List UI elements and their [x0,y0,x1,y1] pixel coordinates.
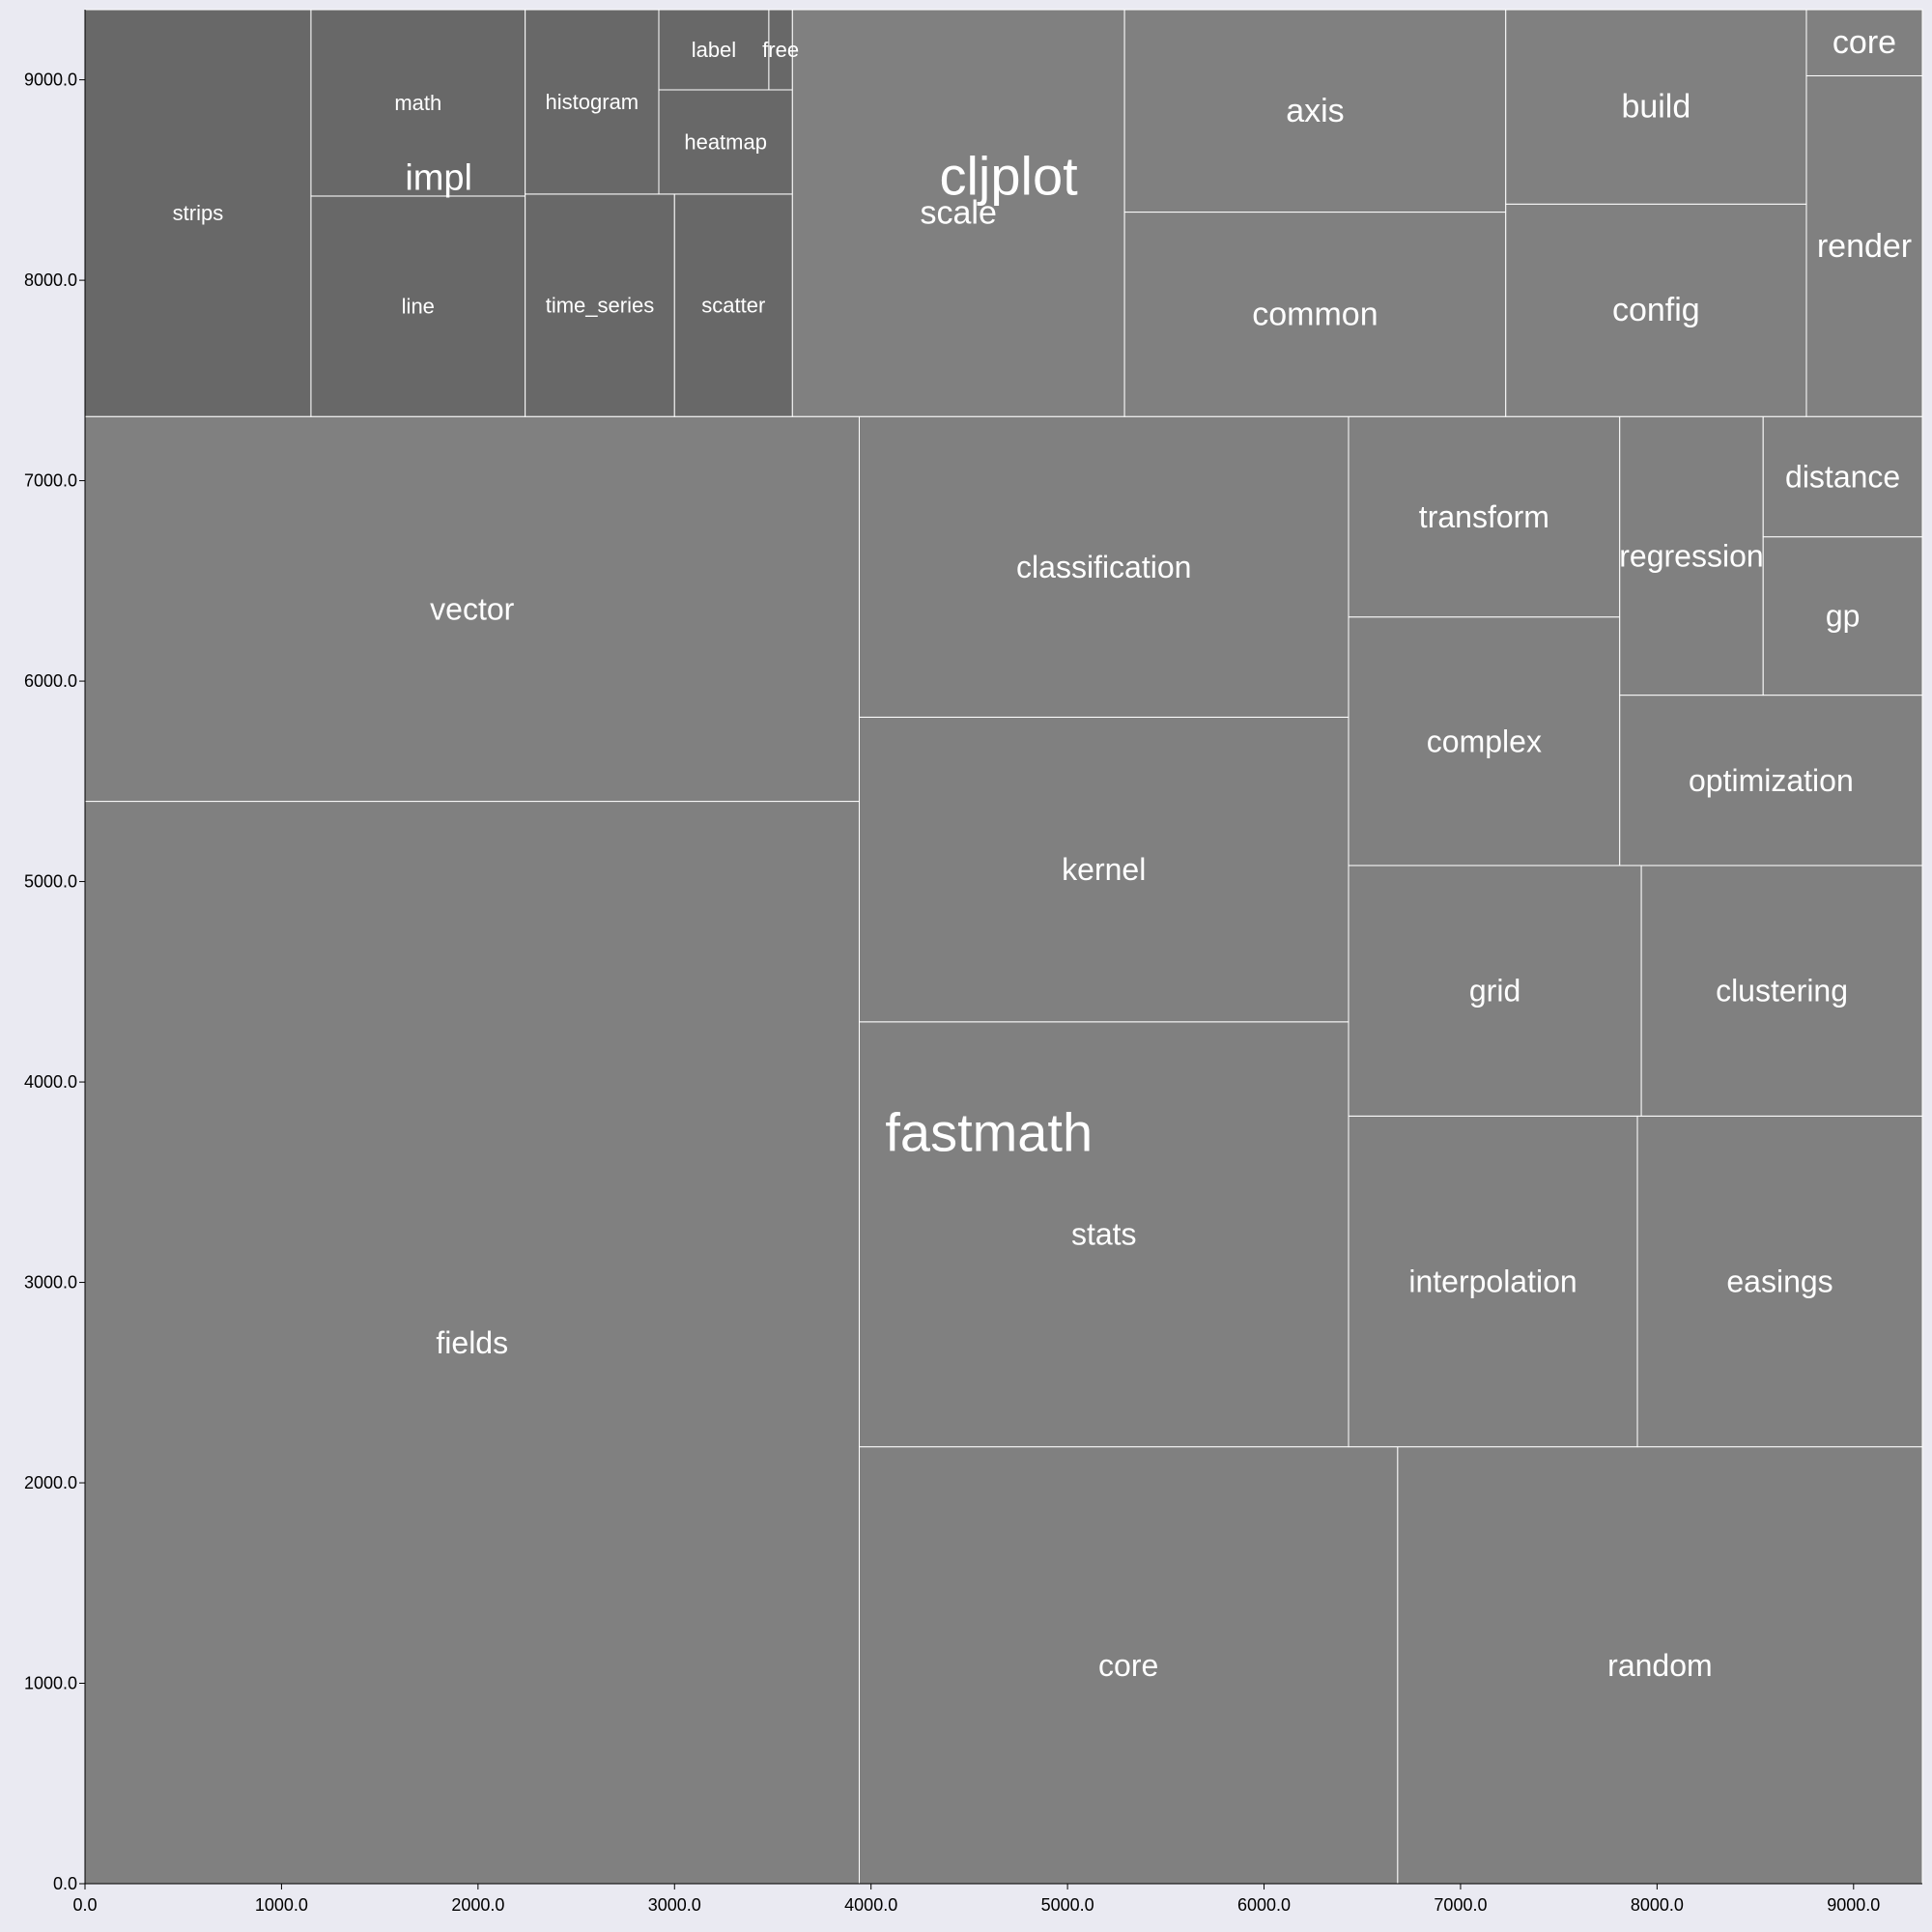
cell-label-impl-heatmap: heatmap [684,129,767,154]
cell-label-fastmath-gp: gp [1826,599,1861,634]
cell-fastmath-vector [84,415,860,803]
cell-label-fastmath-optimization: optimization [1689,763,1854,798]
cell-label-cljplot-build: build [1621,89,1690,126]
cell-impl-line [310,195,526,417]
cell-label-fastmath-grid: grid [1469,974,1520,1009]
treemap-cell-labels: fields vector core random stats kernel classif… [173,24,1912,1683]
cell-label-cljplot-render: render [1817,228,1912,265]
cell-label-cljplot-core: core [1833,24,1896,61]
cell-fastmath-distance [1762,415,1923,538]
cell-fastmath-complex [1348,616,1621,867]
cell-label-impl-time_series: time_series [546,294,654,318]
cell-label-fastmath-core: core [1098,1648,1158,1683]
cell-label-impl-line: line [402,295,435,319]
group-label-cljplot: cljplot [939,146,1078,207]
cell-impl-time_series [525,193,675,417]
cell-label-fastmath-regression: regression [1619,538,1763,573]
y-tick-label: 6000.0 [24,671,77,691]
cell-cljplot-config [1505,203,1807,417]
cell-label-cljplot-config: config [1612,292,1700,328]
y-tick-label: 9000.0 [24,71,77,90]
cell-fastmath-transform [1348,415,1621,618]
cell-label-fastmath-easings: easings [1726,1264,1833,1299]
cell-label-impl-label: label [692,38,736,62]
cell-fastmath-gp [1762,536,1923,696]
x-tick-label: 3000.0 [648,1895,701,1915]
cell-fastmath-classification [858,415,1350,718]
cell-fastmath-stats [858,1021,1350,1448]
y-tick-label: 0.0 [53,1874,77,1893]
y-tick-label: 8000.0 [24,270,77,290]
y-tick-label: 5000.0 [24,872,77,892]
x-tick-label: 9000.0 [1827,1895,1880,1915]
cell-fastmath-fields [84,801,860,1885]
cell-impl-strips [84,9,312,417]
y-tick-label: 7000.0 [24,471,77,491]
cell-label-cljplot-common: common [1252,296,1378,332]
group-label-fastmath: fastmath [885,1101,1093,1162]
group-label-impl: impl [405,157,472,198]
x-tick-label: 5000.0 [1041,1895,1094,1915]
cell-label-cljplot-axis: axis [1286,93,1344,129]
x-tick-label: 4000.0 [844,1895,897,1915]
x-tick-label: 7000.0 [1434,1895,1487,1915]
cell-fastmath-random [1397,1446,1923,1885]
treemap-cells [84,9,1923,1885]
cell-label-impl-math: math [394,91,441,115]
cell-cljplot-axis [1123,9,1507,213]
cell-fastmath-interpolation [1348,1115,1638,1448]
cell-label-fastmath-fields: fields [436,1325,508,1360]
cell-label-fastmath-clustering: clustering [1716,974,1848,1009]
cell-cljplot-common [1123,212,1507,417]
cell-label-impl-free: free [762,38,799,62]
cell-impl-label [658,9,770,91]
x-tick-label: 0.0 [72,1895,97,1915]
cell-cljplot-scale [791,9,1125,417]
cell-fastmath-grid [1348,865,1642,1117]
cell-fastmath-regression [1619,415,1764,696]
y-tick-label: 3000.0 [24,1273,77,1293]
x-tick-label: 1000.0 [255,1895,308,1915]
cell-impl-math [310,9,526,197]
y-tick-label: 1000.0 [24,1674,77,1693]
cell-fastmath-clustering [1640,865,1923,1117]
cell-label-fastmath-interpolation: interpolation [1408,1264,1577,1299]
axes: 0.0 1000.0 2000.0 3000.0 4000.0 5000.0 6000.0 7… [24,10,1922,1915]
cell-label-fastmath-random: random [1607,1648,1713,1683]
treemap-group-labels: fastmath cljplot impl [405,146,1093,1163]
cell-label-impl-histogram: histogram [546,90,639,114]
cell-label-fastmath-transform: transform [1419,499,1549,534]
cell-label-fastmath-complex: complex [1427,724,1542,758]
cell-cljplot-core [1805,9,1923,76]
cell-label-impl-strips: strips [173,201,224,225]
y-tick-label: 2000.0 [24,1473,77,1492]
cell-label-fastmath-vector: vector [430,591,514,626]
cell-label-fastmath-classification: classification [1016,550,1191,584]
cell-label-fastmath-stats: stats [1071,1217,1137,1252]
x-tick-label: 2000.0 [451,1895,504,1915]
cell-label-impl-scatter: scatter [701,294,765,318]
cell-cljplot-build [1505,9,1807,205]
cell-cljplot-render [1805,74,1923,417]
cell-label-fastmath-kernel: kernel [1062,852,1146,887]
y-tick-label: 4000.0 [24,1072,77,1092]
cell-label-fastmath-distance: distance [1785,459,1900,494]
cell-impl-histogram [525,9,660,195]
cell-label-cljplot-scale: scale [921,195,997,232]
x-tick-label: 6000.0 [1237,1895,1291,1915]
cell-fastmath-easings [1636,1115,1923,1448]
cell-fastmath-kernel [858,716,1350,1023]
x-tick-label: 8000.0 [1631,1895,1684,1915]
